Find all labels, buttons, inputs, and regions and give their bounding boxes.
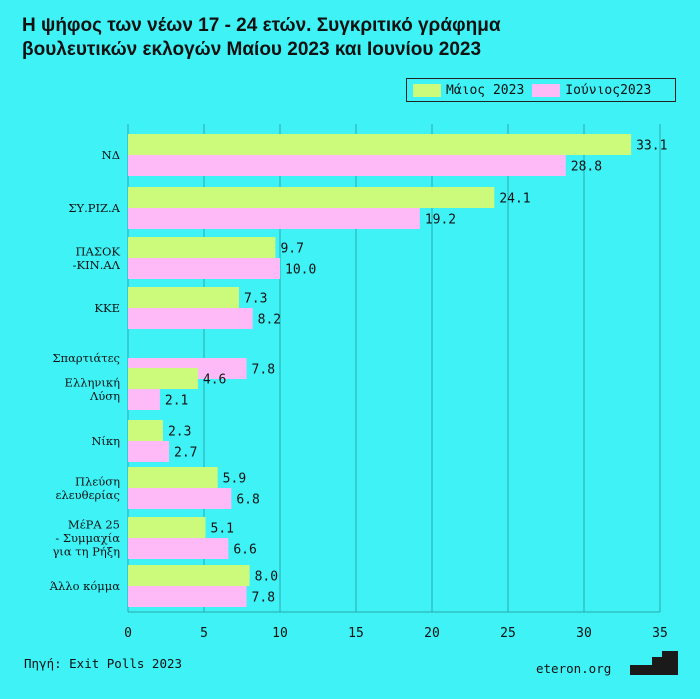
category-label-5-1: Λύση: [89, 389, 120, 403]
x-tick-label-3: 15: [348, 626, 364, 641]
value-label-s1-9: 7.8: [252, 591, 275, 606]
value-label-s1-8: 6.6: [233, 543, 256, 558]
value-label-s1-2: 10.0: [285, 263, 316, 278]
bar-s0-6: [128, 420, 163, 441]
chart-title-line-2: βουλευτικών εκλογών Μαίου 2023 και Ιουνί…: [22, 39, 482, 60]
bar-s1-7: [128, 488, 232, 509]
x-tick-label-7: 35: [652, 626, 668, 641]
value-label-s1-3: 8.2: [258, 313, 281, 328]
bar-s1-8: [128, 538, 229, 559]
bar-s0-5: [128, 368, 198, 389]
brand-name: eteron.org: [536, 661, 612, 676]
legend-swatch-june: [532, 83, 561, 97]
x-tick-label-4: 20: [424, 626, 440, 641]
category-label-8-2: για τη Ρήξη: [52, 545, 120, 559]
bar-s1-2: [128, 258, 280, 279]
category-label-3-0: ΚΚΕ: [94, 301, 120, 315]
category-label-6-0: Νίκη: [91, 434, 120, 448]
x-tick-label-5: 25: [500, 626, 516, 641]
value-label-s0-8: 5.1: [211, 522, 234, 537]
bar-s1-6: [128, 441, 170, 462]
category-label-4-0: Σπαρτιάτες: [52, 351, 120, 365]
value-label-s0-0: 33.1: [636, 139, 667, 154]
legend-label-june: Ιούνιος2023: [565, 82, 652, 98]
x-tick-label-1: 5: [200, 626, 208, 641]
bar-s1-9: [128, 586, 247, 607]
legend-item-june: Ιούνιος2023: [532, 83, 651, 98]
bar-s0-3: [128, 287, 239, 308]
value-label-s0-9: 8.0: [255, 570, 278, 585]
chart-title-line-1: Η ψήφος των νέων 17 - 24 ετών. Συγκριτικ…: [22, 15, 501, 36]
value-label-s0-2: 9.7: [280, 242, 303, 257]
legend-item-may: Μάιος 2023: [413, 83, 524, 98]
bar-s0-2: [128, 237, 276, 258]
x-tick-label-6: 30: [576, 626, 592, 641]
value-label-s1-5: 2.1: [165, 394, 188, 409]
value-label-s1-4: 7.8: [252, 363, 275, 378]
x-tick-label-2: 10: [272, 626, 288, 641]
source-note: Πηγή: Exit Polls 2023: [24, 656, 183, 671]
value-label-s1-7: 6.8: [236, 493, 259, 508]
category-label-8-1: - Συμμαχία: [55, 531, 120, 545]
eteron-logo-icon: [630, 651, 678, 675]
category-label-9-0: Άλλο κόμμα: [49, 579, 121, 593]
value-label-s1-1: 19.2: [425, 213, 456, 228]
value-label-s0-6: 2.3: [168, 425, 191, 440]
value-label-s0-3: 7.3: [244, 292, 267, 307]
bar-s1-3: [128, 308, 253, 329]
bar-s1-0: [128, 155, 566, 176]
bar-s0-7: [128, 467, 218, 488]
bar-s0-1: [128, 187, 495, 208]
category-label-5-0: Ελληνική: [65, 375, 121, 389]
bar-s0-0: [128, 134, 632, 155]
category-label-0-0: ΝΔ: [102, 148, 120, 162]
value-label-s1-6: 2.7: [174, 446, 197, 461]
category-label-1-0: ΣΥ.ΡΙΖ.Α: [68, 201, 120, 215]
category-label-2-1: -ΚΙΝ.ΑΛ: [73, 258, 121, 272]
category-label-2-0: ΠΑΣΟΚ: [76, 244, 121, 258]
x-tick-label-0: 0: [124, 626, 132, 641]
value-label-s0-5: 4.6: [203, 373, 226, 388]
category-label-7-0: Πλεύση: [75, 474, 120, 488]
chart-title: Η ψήφος των νέων 17 - 24 ετών. Συγκριτικ…: [22, 14, 682, 62]
bar-s0-8: [128, 517, 206, 538]
legend: Μάιος 2023 Ιούνιος2023: [406, 78, 676, 102]
value-label-s1-0: 28.8: [571, 160, 602, 175]
bar-s0-9: [128, 565, 250, 586]
legend-swatch-may: [413, 83, 441, 97]
value-label-s0-1: 24.1: [499, 192, 530, 207]
bar-s1-5: [128, 389, 160, 410]
value-label-s0-7: 5.9: [223, 472, 246, 487]
category-label-8-0: ΜέΡΑ 25: [68, 518, 120, 532]
legend-label-may: Μάιος 2023: [446, 82, 525, 98]
bar-s1-1: [128, 208, 420, 229]
category-label-7-1: ελευθερίας: [55, 488, 120, 502]
